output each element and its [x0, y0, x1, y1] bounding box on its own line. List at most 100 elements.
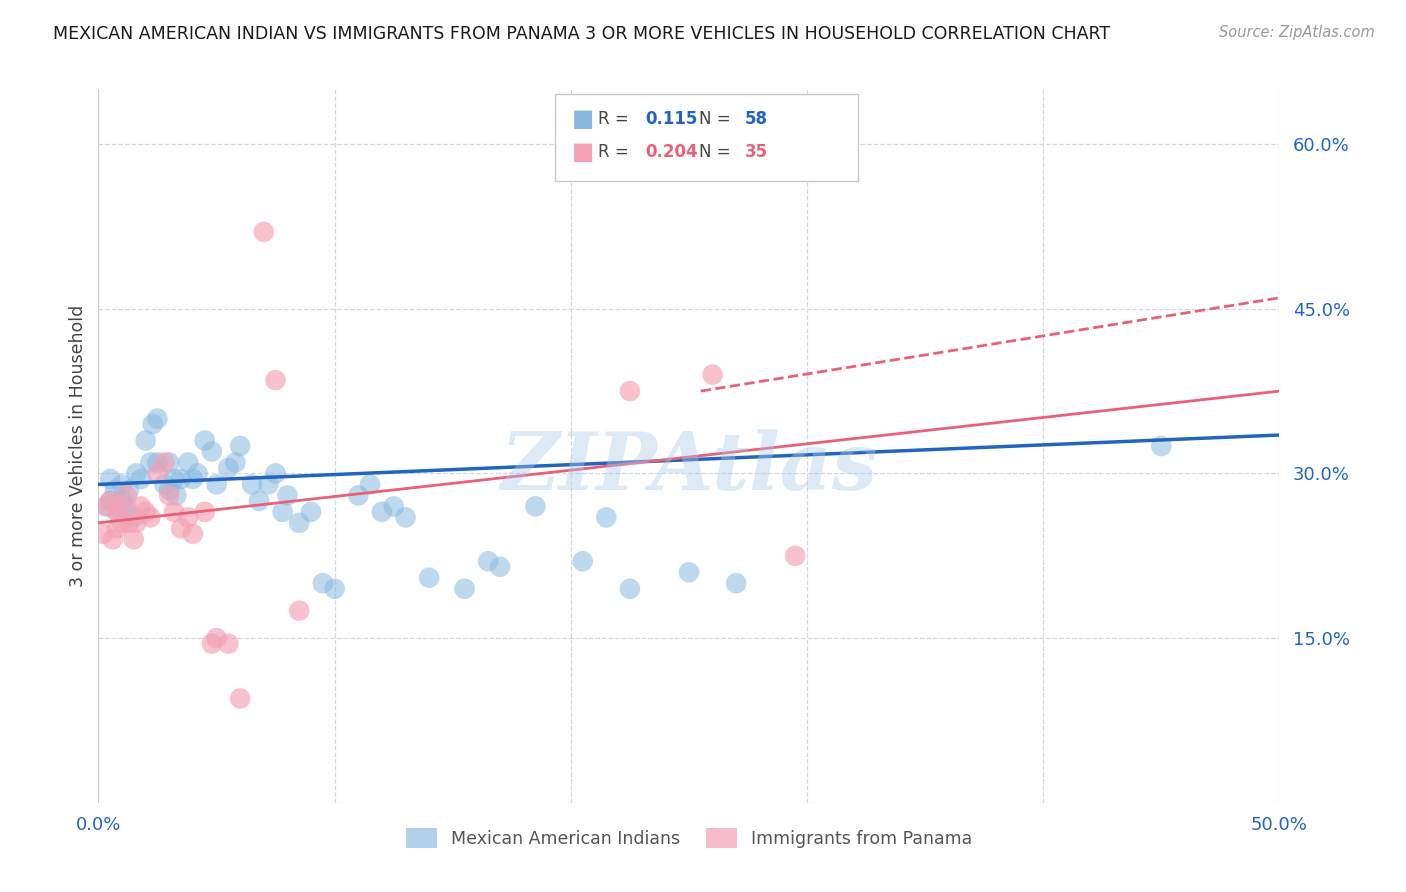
Point — [489, 559, 512, 574]
Text: ■: ■ — [572, 107, 595, 130]
Text: N =: N = — [699, 110, 735, 128]
Point — [253, 225, 276, 239]
Y-axis label: 3 or more Vehicles in Household: 3 or more Vehicles in Household — [69, 305, 87, 587]
Point — [105, 521, 128, 535]
Point — [115, 488, 138, 502]
Point — [122, 533, 145, 547]
Text: MEXICAN AMERICAN INDIAN VS IMMIGRANTS FROM PANAMA 3 OR MORE VEHICLES IN HOUSEHOL: MEXICAN AMERICAN INDIAN VS IMMIGRANTS FR… — [53, 25, 1111, 43]
Point — [118, 516, 141, 530]
Point — [163, 505, 186, 519]
Text: N =: N = — [699, 143, 735, 161]
Point — [619, 384, 641, 398]
Point — [111, 516, 134, 530]
Point — [129, 500, 152, 514]
Point — [129, 472, 152, 486]
Point — [702, 368, 724, 382]
Point — [323, 582, 346, 596]
Point — [229, 691, 252, 706]
Point — [170, 472, 193, 486]
Point — [98, 472, 121, 486]
Legend: Mexican American Indians, Immigrants from Panama: Mexican American Indians, Immigrants fro… — [399, 821, 979, 855]
Point — [170, 521, 193, 535]
Point — [347, 488, 370, 502]
Text: ZIPAtlas: ZIPAtlas — [501, 429, 877, 506]
Point — [394, 510, 416, 524]
Point — [271, 505, 294, 519]
Point — [264, 467, 287, 481]
Point — [224, 455, 246, 469]
Point — [98, 494, 121, 508]
Point — [181, 472, 204, 486]
Point — [240, 477, 263, 491]
Point — [125, 467, 148, 481]
Point — [288, 604, 311, 618]
Point — [359, 477, 381, 491]
Text: 58: 58 — [745, 110, 768, 128]
Text: 0.204: 0.204 — [645, 143, 697, 161]
Point — [97, 500, 120, 514]
Point — [477, 554, 499, 568]
Point — [288, 516, 311, 530]
Point — [105, 505, 128, 519]
Point — [276, 488, 298, 502]
Point — [125, 516, 148, 530]
Point — [146, 411, 169, 425]
Text: 35: 35 — [745, 143, 768, 161]
Point — [595, 510, 617, 524]
Point — [153, 477, 176, 491]
Point — [153, 455, 176, 469]
Point — [666, 159, 689, 173]
Point — [201, 637, 224, 651]
Point — [115, 500, 138, 514]
Point — [264, 373, 287, 387]
Point — [247, 494, 270, 508]
Point — [104, 483, 127, 497]
Point — [382, 500, 405, 514]
Point — [91, 526, 114, 541]
Point — [139, 510, 162, 524]
Point — [453, 582, 475, 596]
Text: Source: ZipAtlas.com: Source: ZipAtlas.com — [1219, 25, 1375, 40]
Text: R =: R = — [598, 110, 634, 128]
Point — [135, 505, 157, 519]
Point — [229, 439, 252, 453]
Point — [157, 455, 180, 469]
Point — [111, 500, 134, 514]
Point — [418, 571, 440, 585]
Point — [217, 637, 239, 651]
Point — [111, 494, 134, 508]
Point — [142, 417, 165, 431]
Point — [165, 488, 187, 502]
Text: R =: R = — [598, 143, 634, 161]
Text: 0.115: 0.115 — [645, 110, 697, 128]
Point — [163, 472, 186, 486]
Point — [177, 510, 200, 524]
Point — [1150, 439, 1173, 453]
Point — [571, 554, 593, 568]
Point — [187, 467, 209, 481]
Point — [181, 526, 204, 541]
Point — [257, 477, 280, 491]
Point — [101, 533, 124, 547]
Point — [678, 566, 700, 580]
Point — [177, 455, 200, 469]
Point — [619, 582, 641, 596]
Point — [194, 434, 217, 448]
Point — [94, 500, 117, 514]
Point — [157, 488, 180, 502]
Text: ■: ■ — [572, 140, 595, 163]
Point — [725, 576, 748, 591]
Point — [785, 549, 807, 563]
Point — [524, 500, 547, 514]
Point — [205, 631, 228, 645]
Point — [122, 510, 145, 524]
Point — [98, 494, 121, 508]
Point — [146, 467, 169, 481]
Point — [111, 477, 134, 491]
Point — [146, 455, 169, 469]
Point — [217, 461, 239, 475]
Point — [299, 505, 322, 519]
Point — [194, 505, 217, 519]
Point — [312, 576, 335, 591]
Point — [105, 505, 128, 519]
